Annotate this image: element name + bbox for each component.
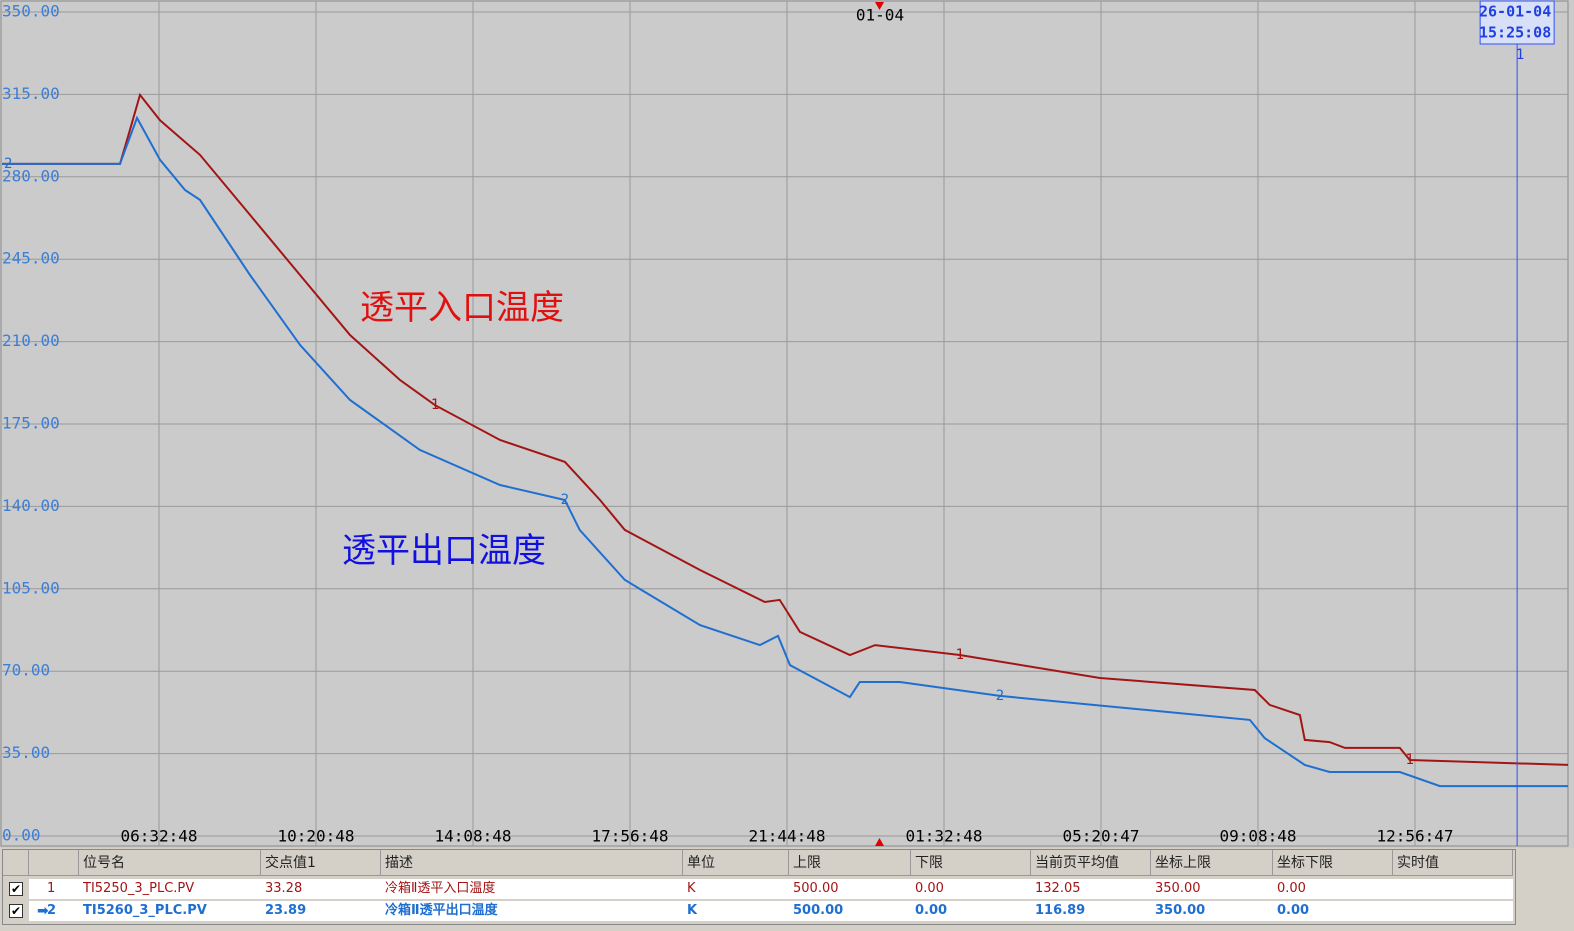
header-cell: 单位 bbox=[683, 850, 789, 876]
series-marker-label: 1 bbox=[431, 397, 439, 413]
series-line bbox=[2, 92, 1569, 766]
x-tick-label: 12:56:47 bbox=[1376, 827, 1453, 846]
y-tick-label: 0.00 bbox=[2, 826, 41, 845]
cursor-time: 15:25:08 bbox=[1479, 24, 1551, 42]
header-cell: 交点值1 bbox=[261, 850, 381, 876]
series-marker-label: 1 bbox=[956, 647, 964, 663]
header-cell bbox=[29, 850, 79, 876]
date-label: 01-04 bbox=[856, 6, 904, 25]
series-marker-label: 1 bbox=[1406, 752, 1414, 768]
cursor-box bbox=[1479, 0, 1555, 45]
y-tick-label: 315.00 bbox=[2, 84, 60, 103]
header-cell: 位号名 bbox=[79, 850, 261, 876]
row-background bbox=[29, 901, 1513, 921]
pen-table: 位号名 交点值1 描述 单位 上限 下限 当前页平均值 坐标上限 坐标下限 实时值 ✔ 1 TI5250… bbox=[2, 849, 1516, 925]
series-marker-label: 2 bbox=[996, 688, 1004, 704]
header-cell: 当前页平均值 bbox=[1031, 850, 1151, 876]
table-cell: K bbox=[687, 903, 698, 918]
y-tick-label: 280.00 bbox=[2, 166, 60, 185]
y-tick-label: 105.00 bbox=[2, 578, 60, 597]
x-tick-label: 01:32:48 bbox=[905, 827, 982, 846]
header-cell: 实时值 bbox=[1393, 850, 1513, 876]
checkbox[interactable]: ✔ bbox=[9, 904, 23, 918]
y-tick-label: 245.00 bbox=[2, 249, 60, 268]
cursor-label: 1 bbox=[1516, 47, 1524, 63]
header-cell: 下限 bbox=[911, 850, 1031, 876]
table-cell: 0.00 bbox=[915, 881, 944, 896]
table-cell: 500.00 bbox=[793, 881, 839, 896]
table-cell: 350.00 bbox=[1155, 903, 1206, 918]
table-cell: 2 bbox=[47, 903, 57, 918]
x-tick-label: 14:08:48 bbox=[434, 827, 511, 846]
y-tick-label: 175.00 bbox=[2, 414, 60, 433]
x-tick-label: 17:56:48 bbox=[591, 827, 668, 846]
y-tick-label: 210.00 bbox=[2, 331, 60, 350]
annotation: 透平入口温度 bbox=[360, 288, 564, 328]
y-tick-label: 350.00 bbox=[2, 2, 60, 21]
selection-arrow: ➡ bbox=[37, 903, 49, 919]
table-cell: 23.89 bbox=[265, 903, 307, 918]
table-cell: 冷箱Ⅱ透平入口温度 bbox=[385, 881, 496, 896]
annotation: 透平出口温度 bbox=[342, 531, 546, 571]
y-tick-label: 140.00 bbox=[2, 496, 60, 515]
table-cell: 0.00 bbox=[915, 903, 948, 918]
y-tick-label: 70.00 bbox=[2, 661, 50, 680]
cursor-date: 26-01-04 bbox=[1479, 3, 1551, 21]
table-cell: K bbox=[687, 881, 696, 896]
date-marker bbox=[875, 838, 884, 846]
table-cell: 500.00 bbox=[793, 903, 844, 918]
header-cell: 描述 bbox=[381, 850, 683, 876]
table-cell: 1 bbox=[47, 881, 56, 896]
series-marker-label: 2 bbox=[561, 492, 569, 508]
x-tick-label: 06:32:48 bbox=[120, 827, 197, 846]
table-cell: 116.89 bbox=[1035, 903, 1086, 918]
trend-chart: 01-04 透平入口温度 透平出口温度 0.00 35.00 70.00 105.00… bbox=[0, 0, 1569, 847]
x-tick-label: 10:20:48 bbox=[277, 827, 354, 846]
row-background bbox=[29, 879, 1513, 899]
table-cell: 0.00 bbox=[1277, 903, 1310, 918]
table-cell: 冷箱Ⅱ透平出口温度 bbox=[385, 903, 498, 918]
header-cell: 上限 bbox=[789, 850, 911, 876]
x-tick-label: 21:44:48 bbox=[748, 827, 825, 846]
date-marker bbox=[875, 2, 884, 10]
table-cell: 0.00 bbox=[1277, 881, 1306, 896]
series-line bbox=[2, 115, 1568, 788]
series-marker-label: 2 bbox=[4, 156, 12, 172]
table-cell: 33.28 bbox=[265, 881, 303, 896]
header-cell: 坐标上限 bbox=[1151, 850, 1273, 876]
checkbox[interactable]: ✔ bbox=[9, 882, 23, 896]
y-tick-label: 35.00 bbox=[2, 743, 50, 762]
header-cell bbox=[3, 850, 29, 876]
header-cell: 坐标下限 bbox=[1273, 850, 1393, 876]
table-cell: 350.00 bbox=[1155, 881, 1201, 896]
table-cell: 132.05 bbox=[1035, 881, 1081, 896]
table-cell: TI5250_3_PLC.PV bbox=[83, 881, 195, 896]
table-cell: TI5260_3_PLC.PV bbox=[83, 903, 207, 918]
x-tick-label: 09:08:48 bbox=[1219, 827, 1296, 846]
x-tick-label: 05:20:47 bbox=[1062, 827, 1139, 846]
